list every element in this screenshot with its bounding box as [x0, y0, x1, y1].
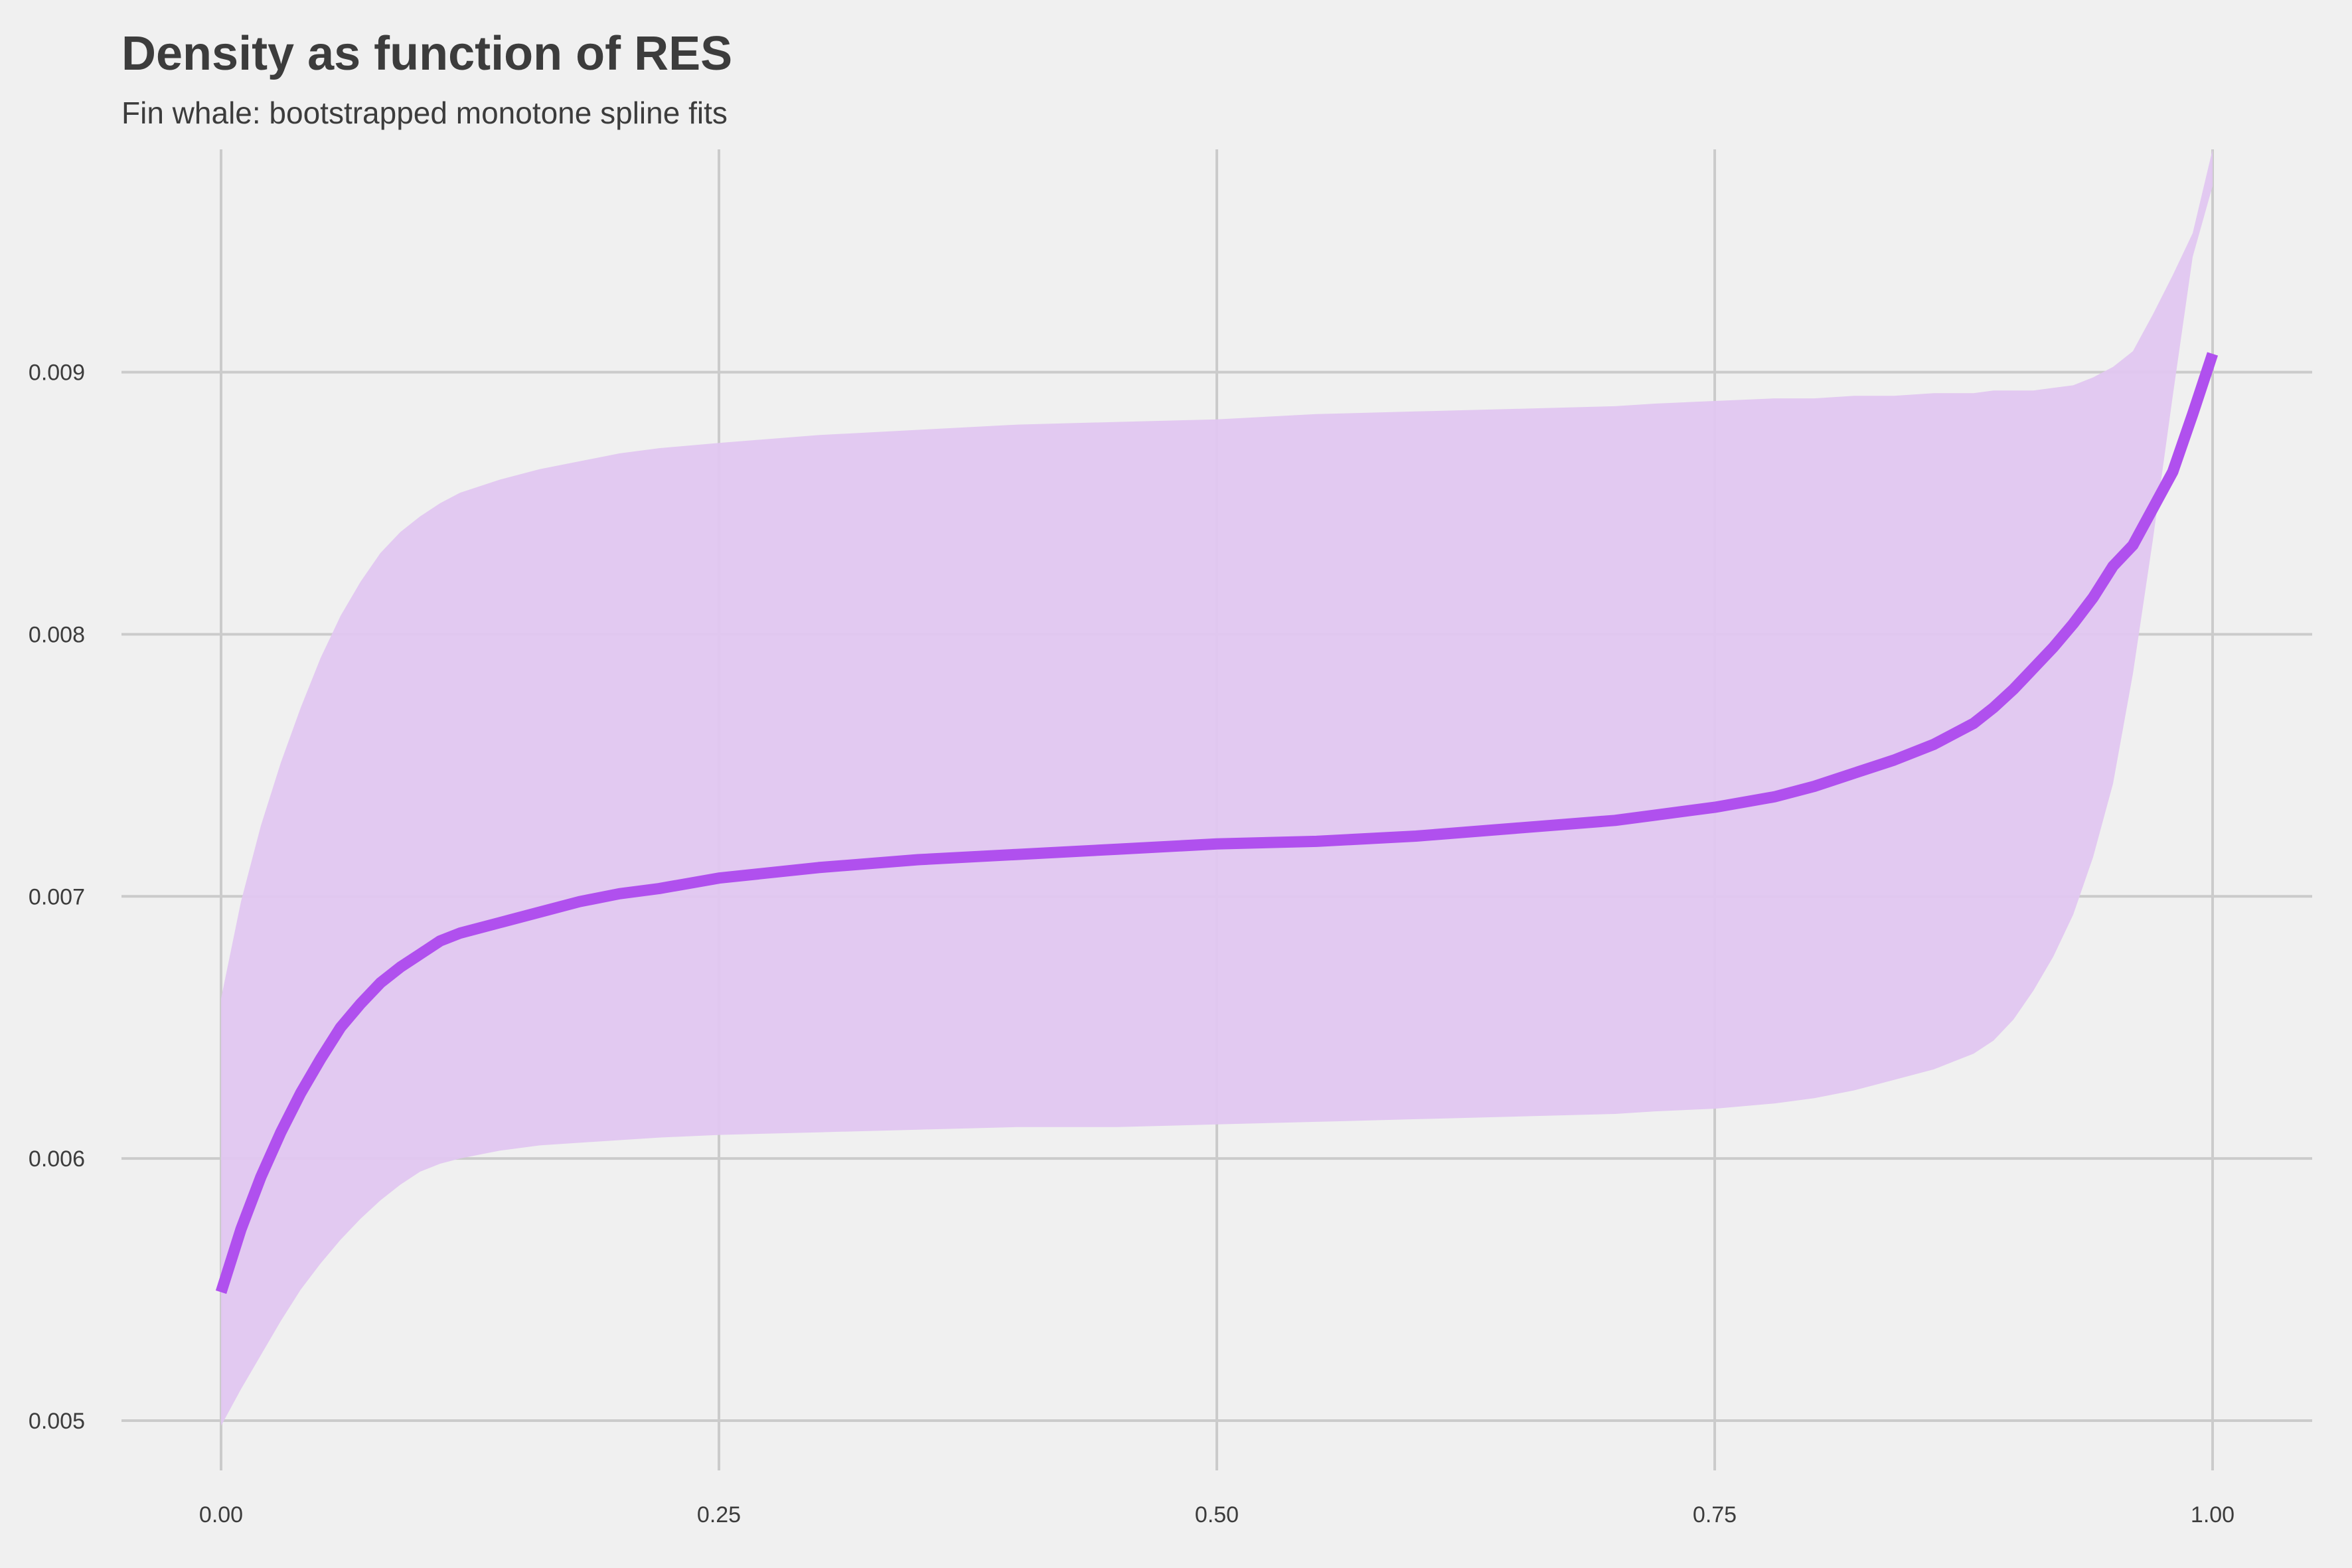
x-tick-label: 0.25	[697, 1502, 741, 1528]
confidence-band	[221, 149, 2213, 1426]
y-axis-ticks: 0.005 0.006 0.007 0.008 0.009	[29, 360, 85, 1434]
y-tick-label: 0.007	[29, 884, 85, 909]
x-tick-label: 0.50	[1195, 1502, 1239, 1528]
x-tick-label: 0.75	[1693, 1502, 1737, 1528]
y-tick-label: 0.005	[29, 1409, 85, 1434]
chart-subtitle: Fin whale: bootstrapped monotone spline …	[121, 96, 728, 130]
y-tick-label: 0.009	[29, 360, 85, 386]
chart-title: Density as function of RES	[121, 27, 733, 80]
x-tick-label: 1.00	[2191, 1502, 2234, 1528]
y-tick-label: 0.008	[29, 622, 85, 647]
fit-line	[215, 352, 2219, 1294]
y-tick-label: 0.006	[29, 1146, 85, 1172]
x-axis-ticks: 0.00 0.25 0.50 0.75 1.00	[199, 1502, 2234, 1528]
x-tick-label: 0.00	[199, 1502, 243, 1528]
